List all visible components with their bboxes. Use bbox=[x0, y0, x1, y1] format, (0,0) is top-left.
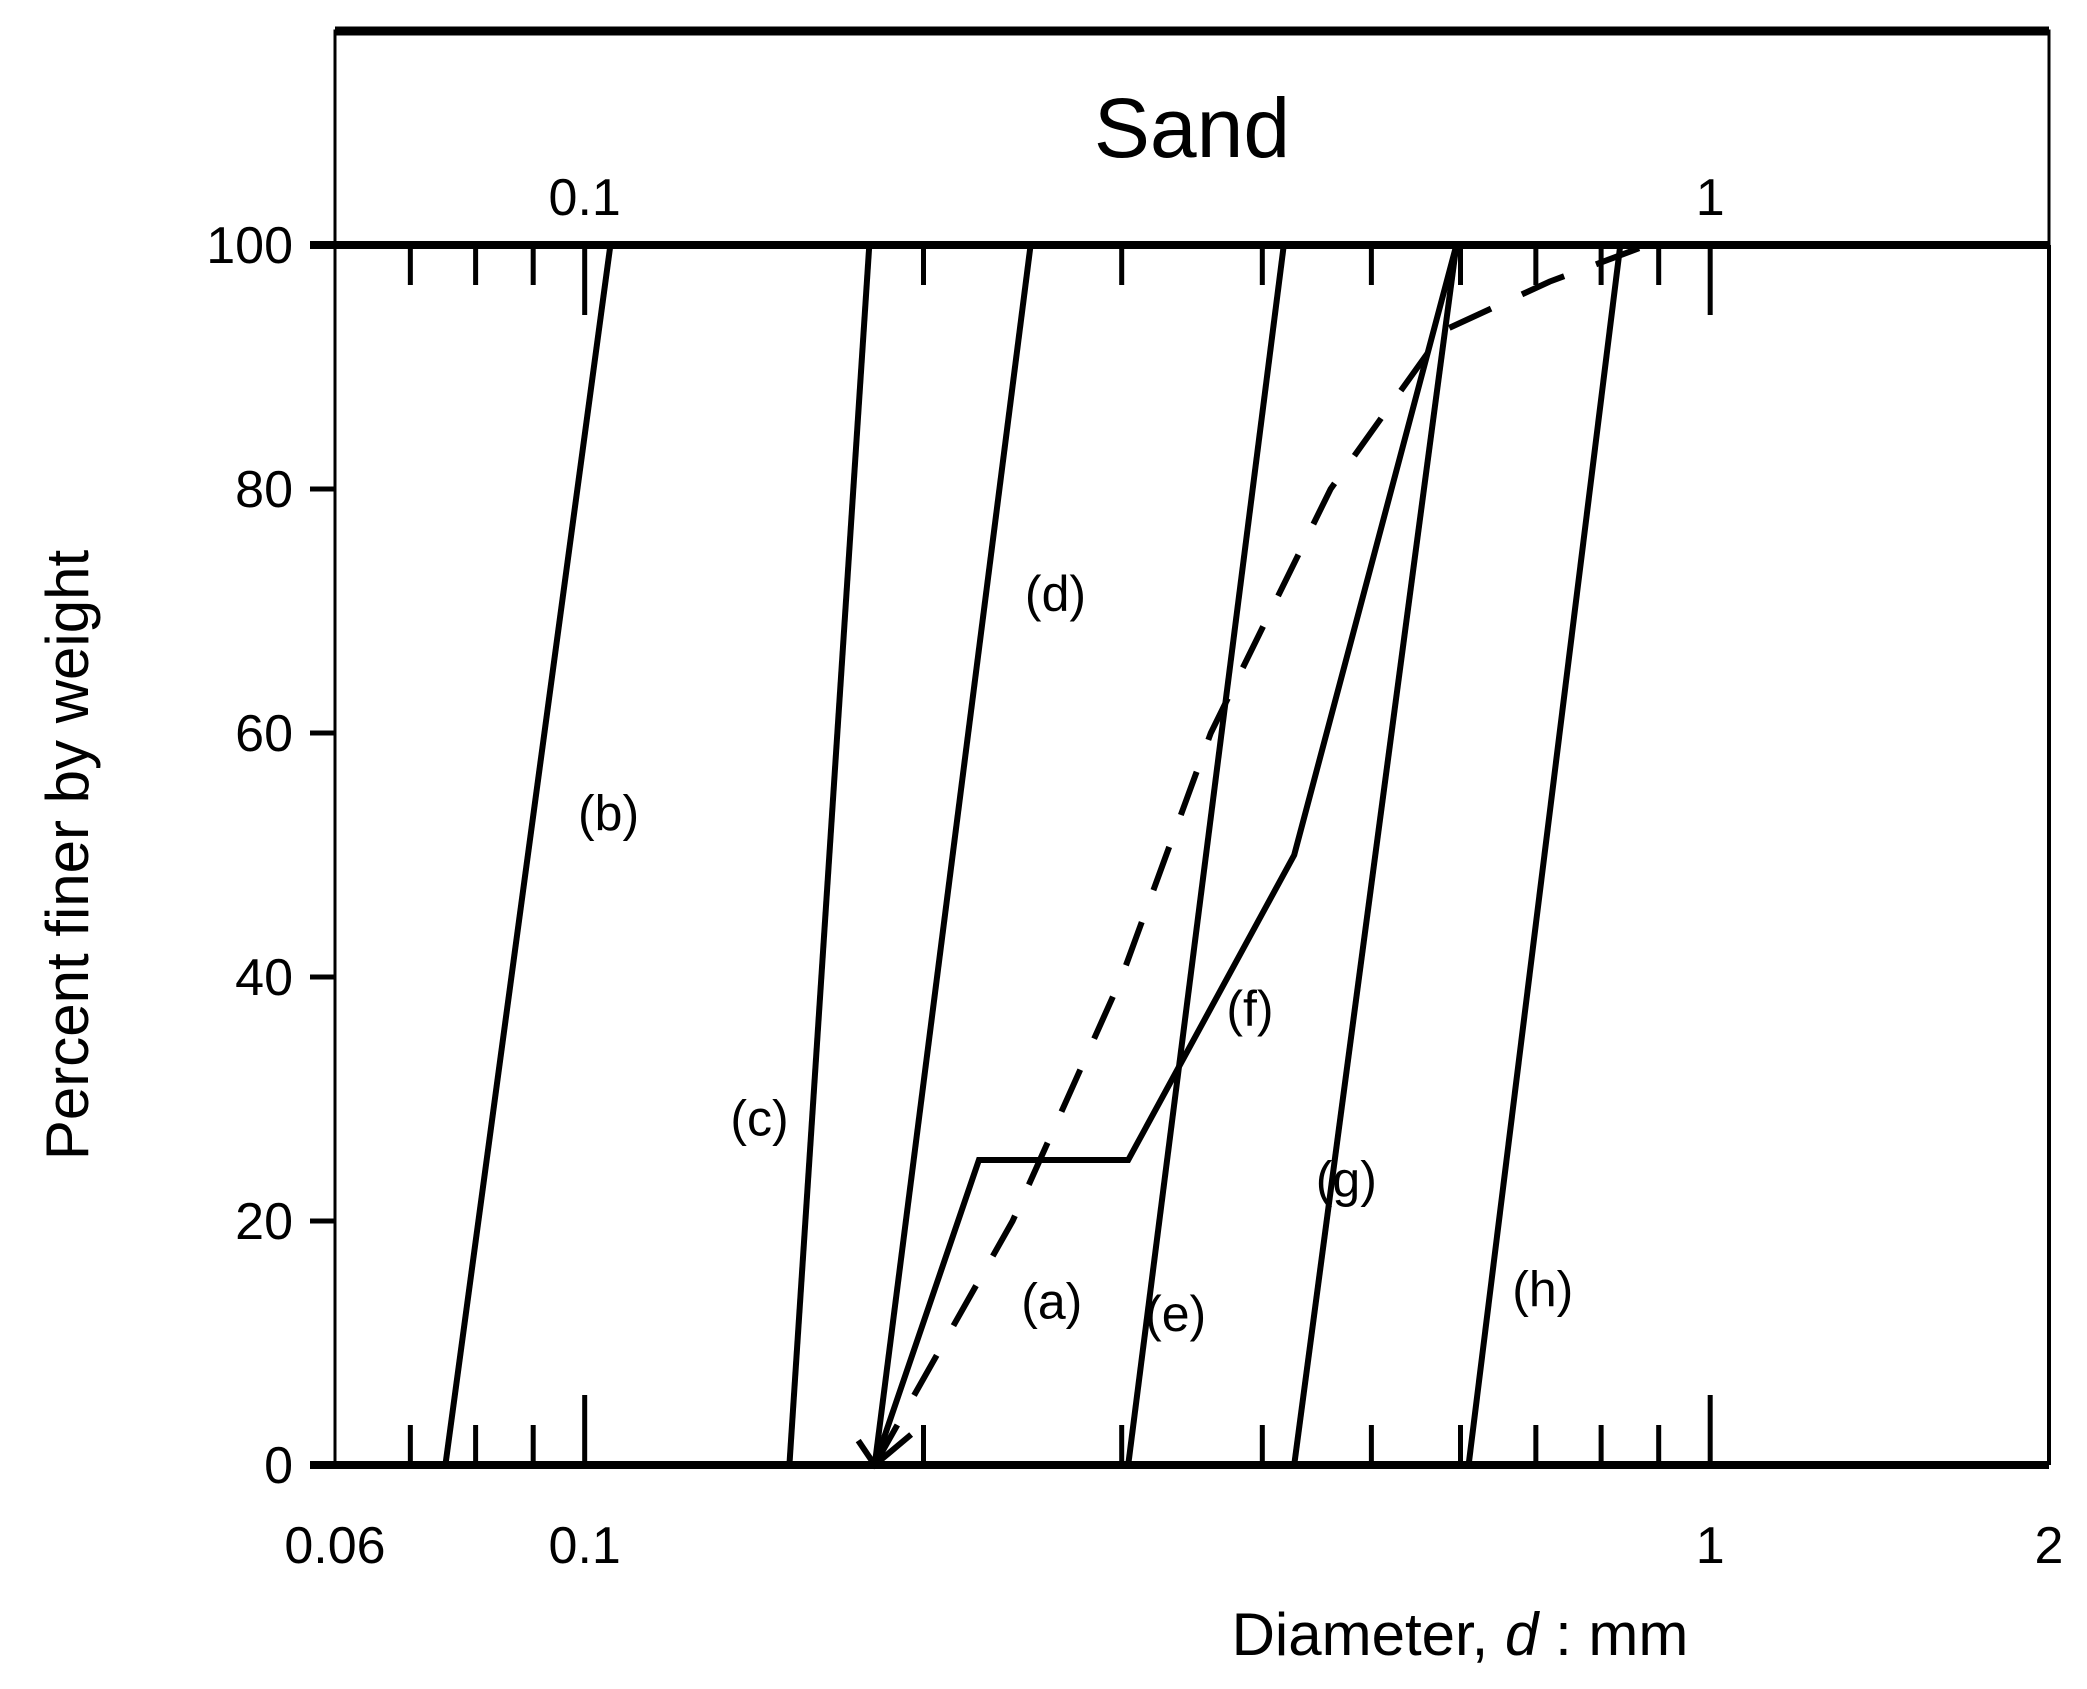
y-tick-label: 0 bbox=[264, 1437, 293, 1495]
top-tick-label: 1 bbox=[1696, 169, 1725, 227]
axis-titles: Diameter, d : mm Percent finer by weight bbox=[34, 550, 1688, 1668]
y-tick-label: 100 bbox=[206, 217, 293, 275]
series-label: (h) bbox=[1512, 1261, 1573, 1317]
band-label: Sand bbox=[1094, 81, 1290, 175]
series-f bbox=[871, 244, 1460, 1466]
series-labels: (a) (b) (c) (d) (e) (f) (g) (h) bbox=[578, 566, 1573, 1342]
sand-band: Sand 0.1 1 bbox=[333, 26, 2051, 247]
series-label: (b) bbox=[578, 786, 639, 842]
series-e bbox=[1125, 244, 1287, 1466]
x-tick-label: 0.06 bbox=[284, 1517, 385, 1575]
series-lines bbox=[442, 242, 1649, 1470]
y-axis-title: Percent finer by weight bbox=[34, 550, 101, 1161]
y-tick-label: 40 bbox=[235, 949, 293, 1007]
series-g bbox=[1291, 244, 1460, 1466]
series-label: (d) bbox=[1025, 566, 1086, 622]
y-tick-label: 60 bbox=[235, 705, 293, 763]
x-tick-label: 1 bbox=[1696, 1517, 1725, 1575]
series-label: (f) bbox=[1226, 981, 1273, 1037]
arrow-icon bbox=[855, 1432, 914, 1470]
y-tick-label: 20 bbox=[235, 1193, 293, 1251]
series-label: (e) bbox=[1145, 1286, 1206, 1342]
band-box bbox=[333, 29, 2051, 247]
series-c bbox=[786, 244, 873, 1466]
y-tick-label: 80 bbox=[235, 461, 293, 519]
x-tick-label: 0.1 bbox=[549, 1517, 621, 1575]
x-tick-label: 2 bbox=[2035, 1517, 2064, 1575]
series-label: (c) bbox=[730, 1091, 788, 1147]
x-axis-title: Diameter, d : mm bbox=[1232, 1601, 1689, 1668]
top-tick-label: 0.1 bbox=[549, 169, 621, 227]
series-label: (a) bbox=[1021, 1274, 1082, 1330]
series-label: (g) bbox=[1316, 1152, 1377, 1208]
series-a bbox=[872, 242, 1649, 1467]
series-d bbox=[871, 244, 1034, 1466]
series-b bbox=[442, 244, 614, 1466]
series-h bbox=[1465, 244, 1624, 1466]
